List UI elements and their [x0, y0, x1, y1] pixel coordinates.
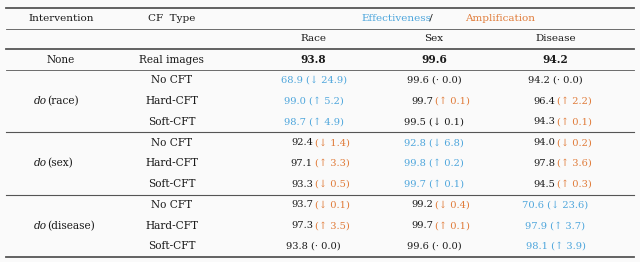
Text: 99.5 (↓ 0.1): 99.5 (↓ 0.1): [404, 117, 464, 127]
Text: 99.6 (· 0.0): 99.6 (· 0.0): [406, 76, 461, 85]
Text: 99.8 (↑ 0.2): 99.8 (↑ 0.2): [404, 159, 464, 168]
Text: Sex: Sex: [424, 35, 444, 43]
Text: 94.5: 94.5: [533, 180, 555, 189]
Text: (↓ 0.4): (↓ 0.4): [435, 200, 470, 209]
Text: No CFT: No CFT: [151, 200, 192, 210]
Text: 99.2: 99.2: [412, 200, 433, 209]
Text: 96.4: 96.4: [533, 97, 555, 106]
Text: No CFT: No CFT: [151, 138, 192, 148]
Text: 99.0 (↑ 5.2): 99.0 (↑ 5.2): [284, 97, 344, 106]
Text: Intervention: Intervention: [28, 14, 93, 23]
Text: Amplification: Amplification: [465, 14, 535, 23]
Text: (↑ 3.3): (↑ 3.3): [315, 159, 349, 168]
Text: 94.3: 94.3: [533, 117, 555, 127]
Text: (race): (race): [47, 96, 78, 106]
Text: 99.7 (↑ 0.1): 99.7 (↑ 0.1): [404, 180, 464, 189]
Text: 94.2: 94.2: [543, 54, 568, 65]
Text: do: do: [33, 221, 47, 231]
Text: 97.1: 97.1: [291, 159, 313, 168]
Text: (sex): (sex): [47, 158, 72, 168]
Text: (↓ 1.4): (↓ 1.4): [315, 138, 350, 147]
Text: 93.8: 93.8: [301, 54, 326, 65]
Text: (↓ 0.2): (↓ 0.2): [557, 138, 591, 147]
Text: 97.9 (↑ 3.7): 97.9 (↑ 3.7): [525, 221, 586, 230]
Text: 93.3: 93.3: [291, 180, 313, 189]
Text: Soft-CFT: Soft-CFT: [148, 117, 195, 127]
Text: 97.3: 97.3: [291, 221, 313, 230]
Text: 68.9 (↓ 24.9): 68.9 (↓ 24.9): [280, 76, 347, 85]
Text: do: do: [33, 96, 47, 106]
Text: 94.2 (· 0.0): 94.2 (· 0.0): [528, 76, 583, 85]
Text: 92.4: 92.4: [291, 138, 313, 147]
Text: 93.7: 93.7: [291, 200, 313, 209]
Text: do: do: [33, 159, 47, 168]
Text: Soft-CFT: Soft-CFT: [148, 179, 195, 189]
Text: Hard-CFT: Hard-CFT: [145, 96, 198, 106]
Text: 98.1 (↑ 3.9): 98.1 (↑ 3.9): [525, 242, 586, 251]
Text: (↑ 3.6): (↑ 3.6): [557, 159, 591, 168]
Text: 70.6 (↓ 23.6): 70.6 (↓ 23.6): [522, 200, 589, 209]
Text: (↑ 0.1): (↑ 0.1): [435, 221, 470, 230]
Text: 94.0: 94.0: [533, 138, 555, 147]
Text: Hard-CFT: Hard-CFT: [145, 221, 198, 231]
Text: (disease): (disease): [47, 221, 95, 231]
Text: Effectiveness: Effectiveness: [362, 14, 431, 23]
Text: (↓ 0.1): (↓ 0.1): [315, 200, 350, 209]
Text: 97.8: 97.8: [533, 159, 555, 168]
Text: CF  Type: CF Type: [148, 14, 195, 23]
Text: Disease: Disease: [535, 35, 576, 43]
Text: Race: Race: [301, 35, 326, 43]
Text: Hard-CFT: Hard-CFT: [145, 159, 198, 168]
Text: (↑ 0.3): (↑ 0.3): [557, 180, 591, 189]
Text: 99.6: 99.6: [421, 54, 447, 65]
Text: 98.7 (↑ 4.9): 98.7 (↑ 4.9): [284, 117, 344, 127]
Text: None: None: [47, 55, 75, 65]
Text: Real images: Real images: [139, 55, 204, 65]
Text: (↑ 2.2): (↑ 2.2): [557, 97, 591, 106]
Text: /: /: [426, 14, 436, 23]
Text: Soft-CFT: Soft-CFT: [148, 241, 195, 252]
Text: No CFT: No CFT: [151, 75, 192, 85]
Text: (↑ 3.5): (↑ 3.5): [315, 221, 349, 230]
Text: 99.7: 99.7: [412, 221, 433, 230]
Text: 93.8 (· 0.0): 93.8 (· 0.0): [286, 242, 341, 251]
Text: 99.7: 99.7: [412, 97, 433, 106]
Text: 92.8 (↓ 6.8): 92.8 (↓ 6.8): [404, 138, 464, 147]
Text: 99.6 (· 0.0): 99.6 (· 0.0): [406, 242, 461, 251]
Text: (↑ 0.1): (↑ 0.1): [435, 97, 470, 106]
Text: (↑ 0.1): (↑ 0.1): [557, 117, 592, 127]
Text: (↓ 0.5): (↓ 0.5): [315, 180, 349, 189]
